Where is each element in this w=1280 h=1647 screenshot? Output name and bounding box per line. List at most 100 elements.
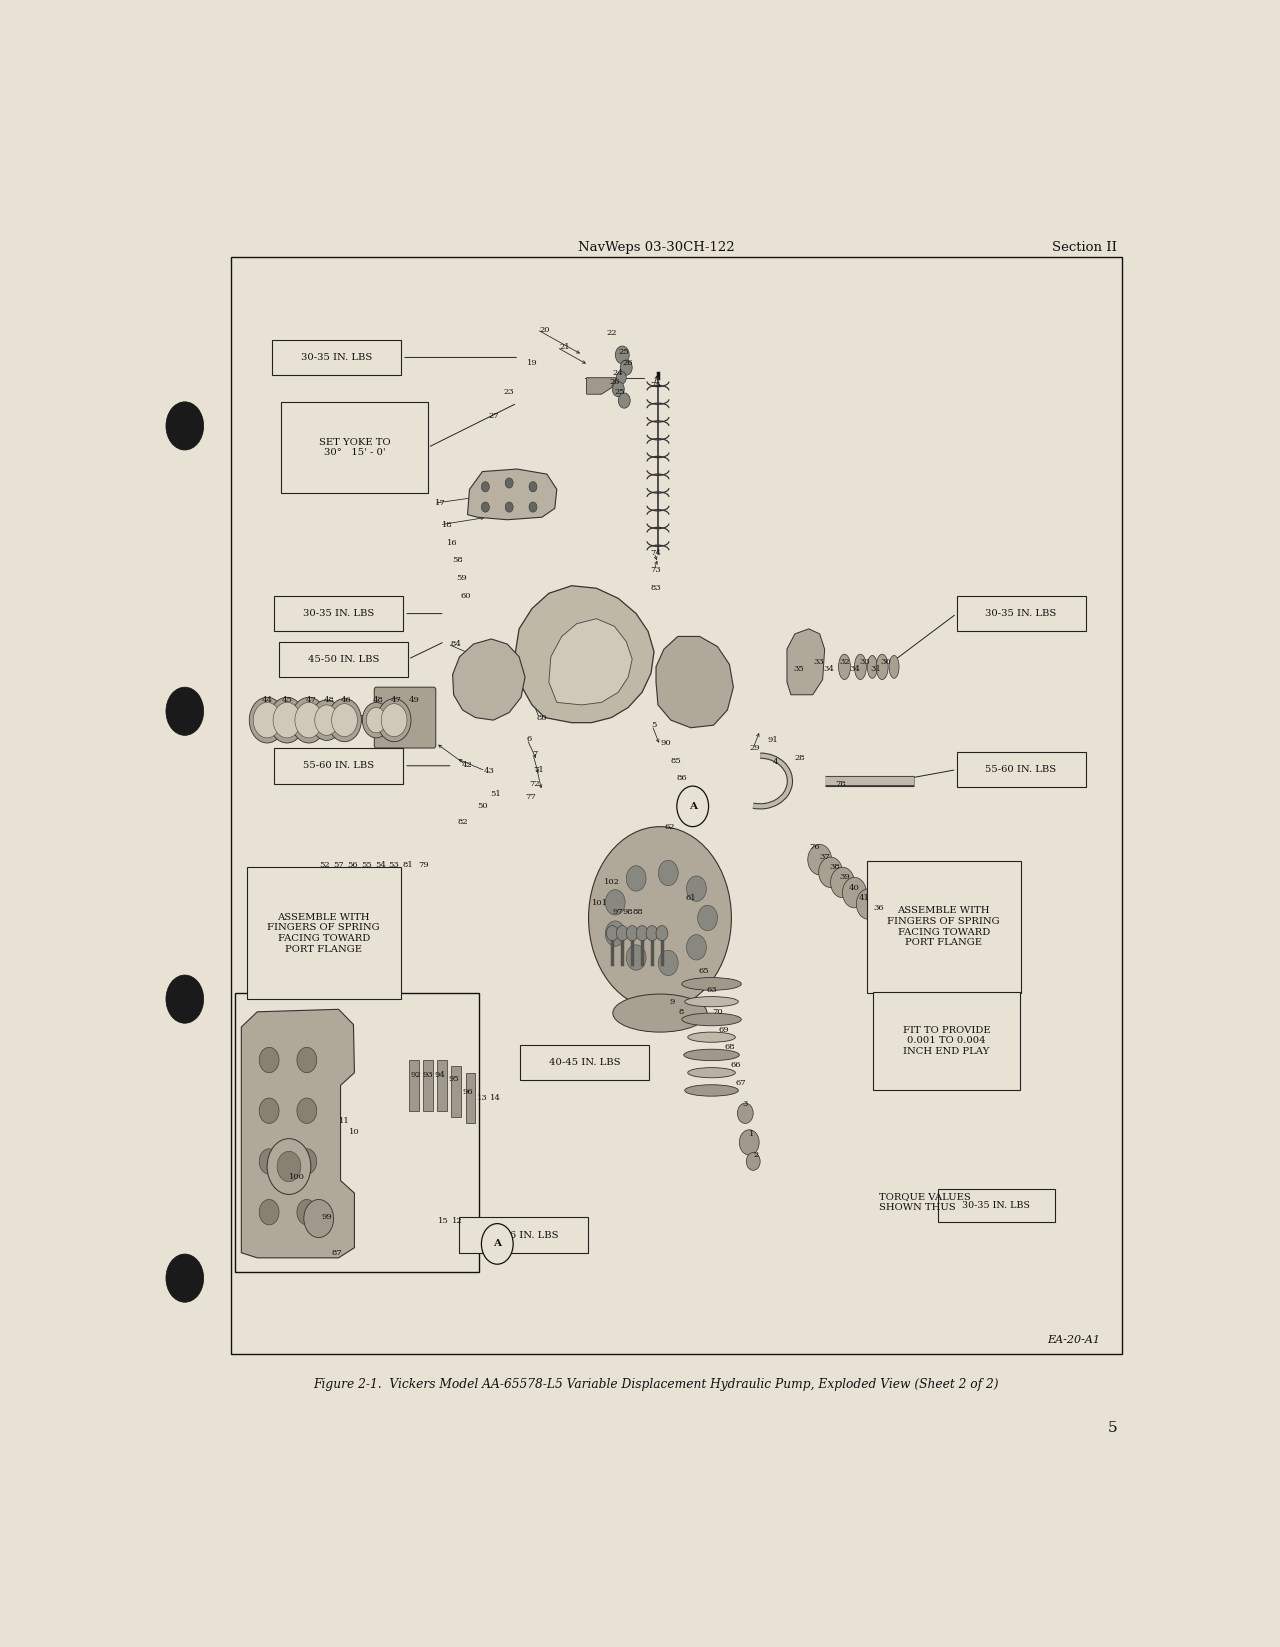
Text: 88: 88 (632, 907, 644, 916)
Text: 70: 70 (712, 1008, 723, 1016)
Text: A: A (689, 802, 696, 810)
Text: 19: 19 (526, 359, 538, 367)
Text: 45: 45 (282, 695, 292, 703)
Ellipse shape (868, 656, 877, 679)
Text: 5: 5 (652, 721, 657, 730)
Text: 101: 101 (593, 899, 608, 907)
Text: 94: 94 (434, 1071, 445, 1079)
Bar (466, 1072, 475, 1123)
Text: 18: 18 (443, 520, 453, 529)
Circle shape (303, 1199, 334, 1237)
Circle shape (481, 481, 489, 492)
Ellipse shape (682, 1013, 741, 1026)
Text: 34: 34 (823, 665, 835, 674)
Circle shape (268, 1138, 311, 1194)
Text: 27: 27 (488, 412, 499, 420)
Text: 53: 53 (389, 861, 399, 868)
Text: 16: 16 (447, 539, 458, 547)
Ellipse shape (838, 654, 850, 680)
Circle shape (297, 1199, 316, 1225)
Text: 49: 49 (408, 695, 420, 703)
Text: 25: 25 (614, 387, 626, 395)
Bar (867, 861, 1020, 993)
Text: 30: 30 (881, 657, 891, 665)
Text: 74: 74 (650, 548, 662, 557)
Bar (873, 991, 1020, 1090)
Circle shape (856, 889, 881, 919)
Text: 5: 5 (1107, 1421, 1117, 1435)
Polygon shape (657, 636, 733, 728)
Text: 75: 75 (650, 382, 662, 389)
Bar (236, 993, 480, 1271)
Text: 14-16 IN. LBS: 14-16 IN. LBS (488, 1230, 559, 1240)
Bar (422, 1061, 433, 1110)
Circle shape (607, 926, 618, 940)
Bar (247, 868, 401, 1000)
Text: 42: 42 (462, 761, 472, 769)
Circle shape (698, 906, 718, 931)
Text: 76: 76 (809, 843, 820, 851)
Bar (938, 1189, 1055, 1222)
Text: 35: 35 (794, 665, 804, 674)
Text: 44: 44 (261, 695, 273, 703)
Ellipse shape (684, 1049, 740, 1061)
Text: 30-35 IN. LBS: 30-35 IN. LBS (986, 609, 1057, 618)
Ellipse shape (877, 654, 888, 680)
Text: 47: 47 (390, 695, 402, 703)
Text: 72: 72 (530, 779, 540, 787)
Bar (274, 748, 403, 784)
Text: 73: 73 (650, 567, 662, 575)
Circle shape (166, 402, 204, 450)
Circle shape (506, 502, 513, 512)
Polygon shape (515, 586, 654, 723)
Text: 39: 39 (840, 873, 850, 881)
Text: 79: 79 (419, 861, 429, 868)
Ellipse shape (613, 995, 707, 1033)
Text: 77: 77 (526, 794, 536, 802)
Text: 38: 38 (829, 863, 840, 871)
Text: 55-60 IN. LBS: 55-60 IN. LBS (986, 766, 1056, 774)
Circle shape (626, 866, 646, 891)
Ellipse shape (687, 1067, 736, 1077)
Circle shape (842, 878, 867, 907)
Text: 67: 67 (735, 1079, 746, 1087)
Bar (451, 1066, 461, 1117)
Polygon shape (787, 629, 824, 695)
Text: 26: 26 (623, 359, 634, 367)
Text: 83: 83 (650, 585, 662, 593)
Circle shape (746, 1153, 760, 1171)
Text: 68: 68 (724, 1043, 735, 1051)
Circle shape (166, 687, 204, 735)
Circle shape (291, 697, 326, 743)
Text: 40-45 IN. LBS: 40-45 IN. LBS (549, 1057, 621, 1067)
Text: 84: 84 (451, 641, 461, 647)
Text: 23: 23 (504, 387, 515, 395)
Circle shape (294, 702, 323, 738)
Text: 48: 48 (372, 695, 384, 703)
Circle shape (658, 950, 678, 975)
Polygon shape (549, 619, 632, 705)
Ellipse shape (685, 996, 739, 1006)
Text: 52: 52 (319, 861, 330, 868)
Circle shape (529, 502, 538, 512)
Circle shape (481, 1224, 513, 1265)
Text: 22: 22 (607, 329, 617, 338)
Text: 59: 59 (456, 575, 467, 581)
Text: A: A (493, 1240, 502, 1248)
Ellipse shape (682, 978, 741, 990)
Circle shape (311, 700, 343, 741)
Ellipse shape (685, 1085, 739, 1097)
Circle shape (273, 702, 301, 738)
Text: 7: 7 (532, 751, 538, 758)
Circle shape (658, 860, 678, 886)
Circle shape (636, 926, 648, 940)
Text: 28: 28 (795, 754, 805, 763)
Circle shape (259, 1150, 279, 1174)
Text: 65: 65 (699, 967, 709, 975)
Circle shape (166, 975, 204, 1023)
Circle shape (589, 827, 731, 1010)
Bar (956, 596, 1085, 631)
Circle shape (626, 945, 646, 970)
Circle shape (259, 1047, 279, 1072)
Circle shape (686, 876, 707, 901)
